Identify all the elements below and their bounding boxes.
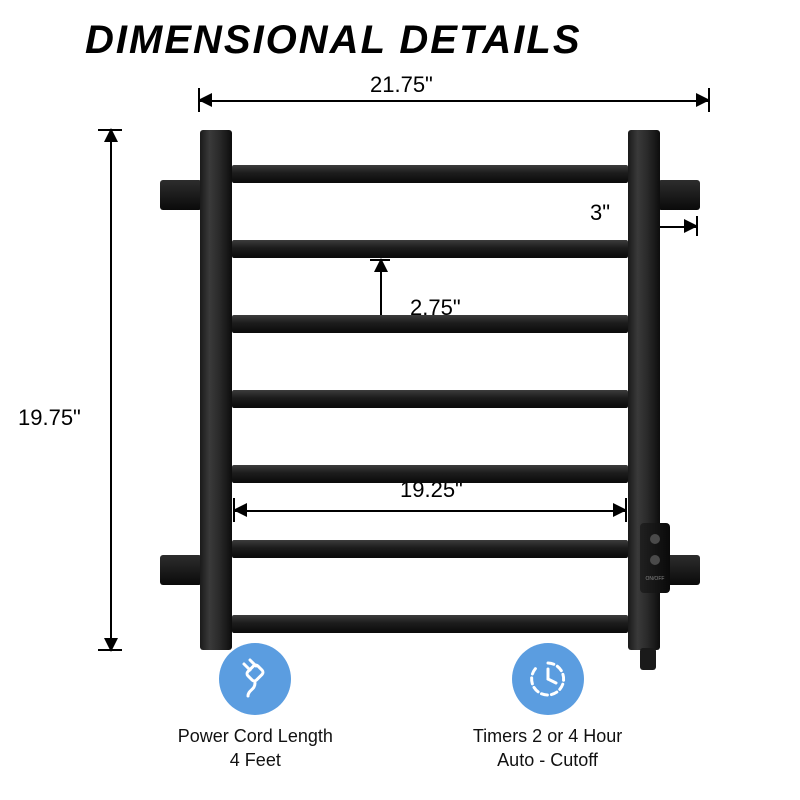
- timer-button-icon: [650, 534, 660, 544]
- dim-tick: [198, 88, 200, 112]
- wall-mount: [658, 180, 700, 210]
- dim-line-top: [200, 100, 708, 102]
- bottom-rail: [232, 615, 628, 633]
- clock-icon: [512, 643, 584, 715]
- power-button-icon: [650, 555, 660, 565]
- vertical-post: [200, 130, 232, 650]
- onoff-label: ON/OFF: [646, 576, 665, 582]
- wall-mount: [160, 180, 202, 210]
- heating-bar: [232, 315, 628, 333]
- arrow-icon: [198, 93, 212, 107]
- feature-label: Timers 2 or 4 Hour: [473, 725, 622, 748]
- dim-overall-height: 19.75": [18, 405, 81, 431]
- product-illustration: ON/OFF: [150, 110, 710, 670]
- page-title: DIMENSIONAL DETAILS: [85, 18, 582, 63]
- feature-power-cord: Power Cord Length 4 Feet: [178, 643, 333, 772]
- feature-timer: Timers 2 or 4 Hour Auto - Cutoff: [473, 643, 622, 772]
- dim-line-left: [110, 130, 112, 650]
- heating-bar: [232, 465, 628, 483]
- control-panel: ON/OFF: [640, 523, 670, 593]
- wall-mount: [160, 555, 202, 585]
- feature-label: Power Cord Length: [178, 725, 333, 748]
- feature-row: Power Cord Length 4 Feet Timers 2 or 4 H…: [0, 643, 800, 772]
- heating-bar: [232, 540, 628, 558]
- dim-tick: [98, 129, 122, 131]
- dim-tick: [708, 88, 710, 112]
- heating-bar: [232, 240, 628, 258]
- dim-overall-width: 21.75": [370, 72, 433, 98]
- heating-bar: [232, 165, 628, 183]
- plug-icon: [219, 643, 291, 715]
- feature-label: 4 Feet: [178, 749, 333, 772]
- feature-label: Auto - Cutoff: [473, 749, 622, 772]
- heating-bar: [232, 390, 628, 408]
